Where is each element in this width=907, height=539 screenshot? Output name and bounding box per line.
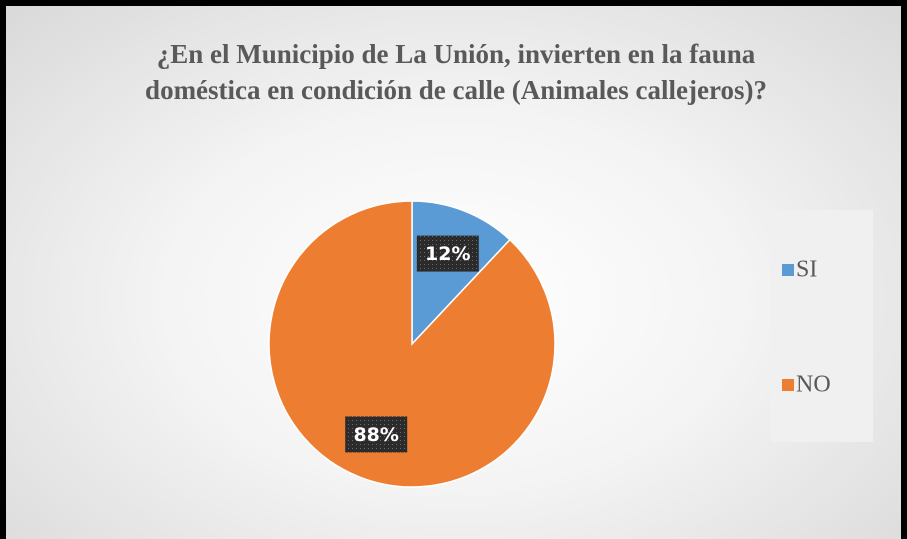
legend-label: SI — [796, 257, 817, 283]
legend-box — [770, 210, 873, 442]
data-label: 88% — [353, 424, 398, 446]
data-label-box — [345, 416, 408, 453]
data-label: 12% — [425, 243, 470, 265]
data-label-box — [416, 235, 479, 272]
legend-label: NO — [796, 372, 831, 398]
legend-swatch — [782, 379, 794, 391]
legend-swatch — [782, 264, 794, 276]
pie-slice — [268, 200, 556, 488]
chart-title: ¿En el Municipio de La Unión, invierten … — [145, 39, 767, 105]
